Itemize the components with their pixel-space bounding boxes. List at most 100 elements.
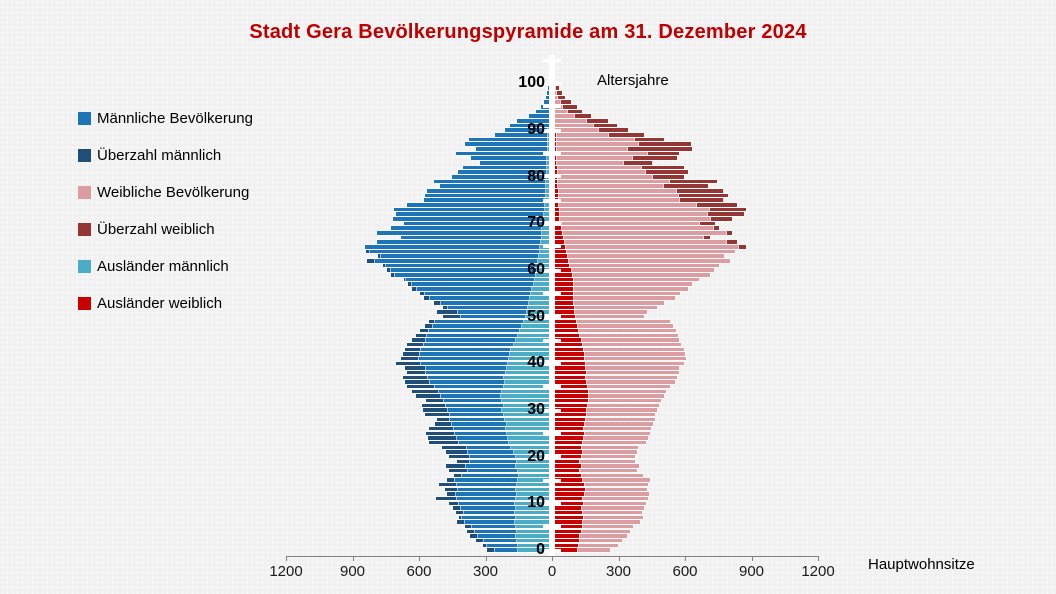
female-population-swatch-icon	[78, 186, 91, 199]
x-tick-label: 900	[339, 563, 366, 580]
bar-foreign-male	[541, 240, 549, 244]
bar-female	[555, 361, 684, 366]
bar-male	[407, 384, 549, 389]
bar-foreign-male	[505, 426, 549, 431]
bar-foreign-male	[526, 310, 549, 314]
x-axis-tick	[419, 556, 420, 561]
bar-foreign-male	[508, 361, 549, 366]
bar-foreign-female	[555, 440, 582, 445]
bar-foreign-male	[518, 478, 549, 482]
bar-male-surplus	[428, 436, 456, 440]
bar-male-surplus	[422, 408, 447, 412]
bar-female	[555, 445, 639, 450]
bar-female-surplus	[703, 235, 711, 240]
bar-female	[555, 338, 680, 342]
bar-male	[407, 342, 549, 347]
bar-male	[407, 203, 549, 207]
bar-foreign-female	[555, 296, 573, 300]
bar-male-surplus	[433, 301, 441, 305]
x-tick-label: 300	[605, 563, 632, 580]
bar-foreign-female	[555, 301, 573, 305]
bar-foreign-female	[555, 207, 560, 212]
bar-male	[457, 520, 549, 524]
bar-foreign-male	[546, 165, 549, 170]
bar-foreign-female	[555, 426, 583, 431]
bar-foreign-female	[555, 137, 557, 142]
bar-female	[555, 249, 735, 254]
bar-male-surplus	[435, 496, 456, 501]
bar-foreign-male	[502, 389, 549, 394]
age-axis-tick	[543, 221, 561, 225]
bar-male	[447, 492, 549, 496]
age-tick-label: 60	[527, 261, 545, 278]
bar-foreign-male	[506, 431, 549, 436]
bar-male	[442, 314, 549, 319]
bar-female	[555, 193, 728, 198]
bar-foreign-female	[555, 254, 568, 258]
bar-male-surplus	[482, 543, 486, 548]
x-tick-label: 900	[738, 563, 765, 580]
bar-male	[416, 333, 549, 338]
age-axis-tick	[543, 291, 561, 295]
bar-male	[543, 100, 549, 104]
bar-male-surplus	[382, 263, 385, 268]
bar-foreign-male	[513, 342, 549, 347]
bar-foreign-female	[555, 142, 557, 146]
bar-male-surplus	[396, 361, 421, 366]
bar-male-surplus	[411, 389, 439, 394]
bar-male-surplus	[411, 338, 425, 342]
bar-male-surplus	[426, 398, 443, 403]
bar-female-surplus	[556, 86, 559, 90]
bar-female-surplus	[558, 95, 565, 100]
bar-foreign-female	[555, 347, 583, 352]
bar-foreign-male	[545, 193, 549, 198]
bar-male	[377, 240, 549, 244]
age-axis-tick	[543, 128, 561, 132]
x-axis-tick	[286, 556, 287, 561]
legend-item-foreign-male: Ausländer männlich	[78, 248, 253, 285]
bar-male	[408, 282, 549, 286]
bar-female	[555, 119, 609, 123]
bar-male-surplus	[437, 310, 458, 314]
bar-male-surplus	[429, 426, 453, 431]
bar-male-surplus	[429, 319, 434, 324]
age-axis-tick	[543, 198, 561, 202]
bar-foreign-female	[555, 515, 583, 520]
bar-male	[433, 179, 549, 184]
bar-foreign-female	[555, 361, 585, 366]
bar-female	[555, 464, 640, 468]
bar-foreign-male	[509, 440, 549, 445]
age-axis-tick	[543, 81, 561, 85]
bar-foreign-female	[555, 324, 578, 328]
bar-female-surplus	[560, 100, 571, 104]
bar-male	[390, 226, 549, 230]
bar-female	[555, 207, 746, 212]
bar-foreign-female	[555, 524, 582, 529]
bar-female	[555, 450, 637, 454]
age-axis-caption: Altersjahre	[597, 72, 669, 89]
bar-foreign-male	[515, 524, 550, 529]
bar-foreign-female	[555, 375, 585, 380]
bar-foreign-female	[555, 538, 580, 543]
bar-foreign-female	[555, 305, 574, 310]
bar-male-surplus	[402, 352, 420, 356]
bar-female	[555, 161, 653, 165]
bar-male-surplus	[407, 384, 434, 389]
bar-foreign-male	[527, 305, 549, 310]
legend-label: Überzahl weiblich	[97, 221, 215, 238]
bar-foreign-male	[534, 277, 549, 282]
chart-title: Stadt Gera Bevölkerungspyramide am 31. D…	[249, 21, 807, 43]
bar-foreign-male	[514, 510, 549, 515]
bar-female	[555, 333, 678, 338]
male-population-swatch-icon	[78, 112, 91, 125]
bar-foreign-female	[555, 235, 563, 240]
bar-female-surplus	[708, 212, 744, 216]
bar-foreign-female	[555, 328, 579, 333]
bar-foreign-male	[516, 529, 549, 534]
bar-female	[555, 356, 686, 361]
bar-foreign-female	[555, 403, 588, 408]
bar-foreign-female	[555, 445, 581, 450]
bar-male-surplus	[449, 468, 467, 473]
bar-male	[403, 221, 549, 226]
bar-male-surplus	[424, 412, 450, 417]
